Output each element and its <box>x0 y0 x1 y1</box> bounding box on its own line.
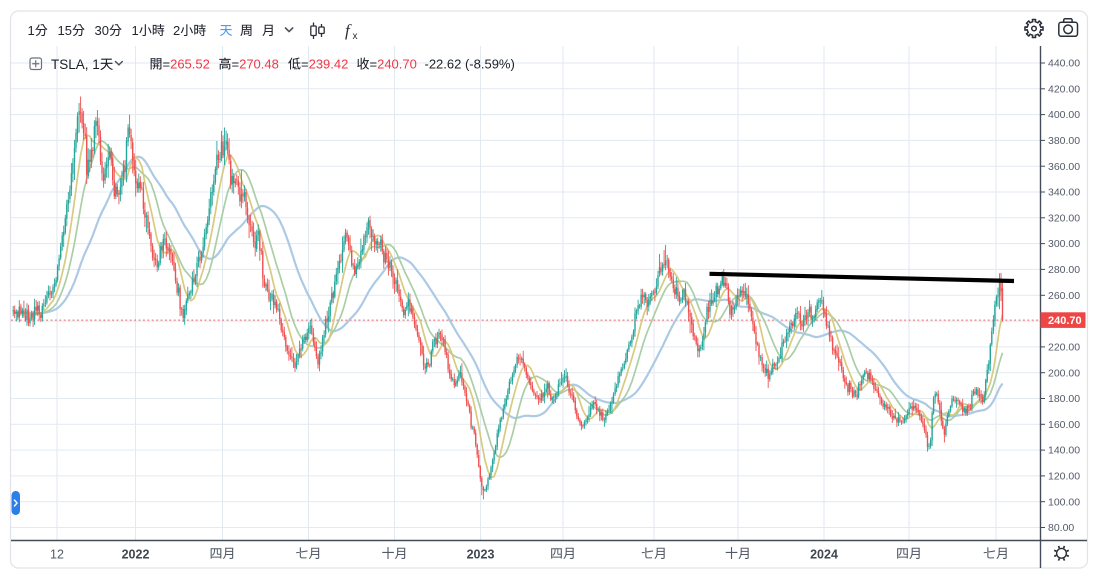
svg-text:1: 1 <box>28 23 35 38</box>
svg-text:420.00: 420.00 <box>1048 83 1080 95</box>
svg-text:80.00: 80.00 <box>1048 522 1074 534</box>
svg-text:2023: 2023 <box>467 548 495 562</box>
svg-text:380.00: 380.00 <box>1048 135 1080 147</box>
svg-text:320.00: 320.00 <box>1048 212 1080 224</box>
svg-text:440.00: 440.00 <box>1048 58 1080 70</box>
svg-text:12: 12 <box>50 548 64 562</box>
svg-text:x: x <box>353 31 358 42</box>
svg-text:280.00: 280.00 <box>1048 264 1080 276</box>
svg-text:200.00: 200.00 <box>1048 367 1080 379</box>
svg-text:260.00: 260.00 <box>1048 290 1080 302</box>
svg-text:360.00: 360.00 <box>1048 161 1080 173</box>
svg-text:2: 2 <box>173 23 180 38</box>
svg-text:f: f <box>345 21 352 40</box>
svg-text:30: 30 <box>95 23 109 38</box>
svg-text:=240.70: =240.70 <box>370 57 417 72</box>
svg-text:=239.42: =239.42 <box>301 57 348 72</box>
svg-text:140.00: 140.00 <box>1048 445 1080 457</box>
svg-text:TSLA, 1: TSLA, 1 <box>51 57 100 72</box>
svg-text:340.00: 340.00 <box>1048 187 1080 199</box>
svg-text:2024: 2024 <box>810 548 838 562</box>
svg-text:100.00: 100.00 <box>1048 496 1080 508</box>
svg-text:2022: 2022 <box>122 548 150 562</box>
svg-text:160.00: 160.00 <box>1048 419 1080 431</box>
svg-text:-22.62 (-8.59%): -22.62 (-8.59%) <box>425 57 515 72</box>
svg-text:220.00: 220.00 <box>1048 342 1080 354</box>
svg-text:400.00: 400.00 <box>1048 109 1080 121</box>
svg-text:180.00: 180.00 <box>1048 393 1080 405</box>
svg-text:240.70: 240.70 <box>1048 315 1082 327</box>
svg-text:120.00: 120.00 <box>1048 471 1080 483</box>
svg-text:1: 1 <box>132 23 139 38</box>
svg-text:15: 15 <box>58 23 72 38</box>
svg-text:=270.48: =270.48 <box>232 57 279 72</box>
svg-text:=265.52: =265.52 <box>163 57 210 72</box>
svg-text:300.00: 300.00 <box>1048 238 1080 250</box>
